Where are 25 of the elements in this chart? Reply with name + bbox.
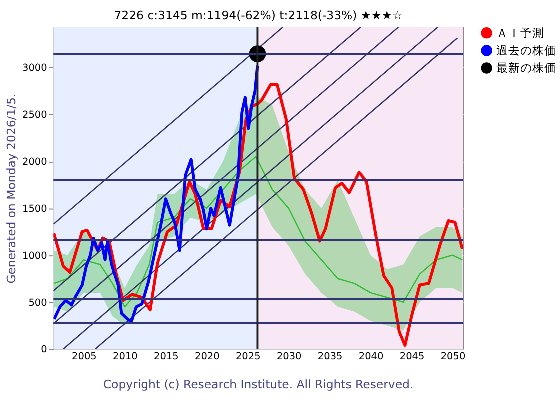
x-tick-label: 2040 <box>358 352 384 363</box>
x-tick-label: 2020 <box>194 352 220 363</box>
x-tick-label: 2005 <box>72 352 97 363</box>
y-tick-label: 2000 <box>22 156 48 168</box>
chart-title: 7226 c:3145 m:1194(-62%) t:2118(-33%) ★★★☆ <box>114 8 403 23</box>
x-tick-label: 2010 <box>113 352 138 363</box>
x-tick-label: 2045 <box>400 352 425 363</box>
y-tick-label: 1000 <box>22 250 48 262</box>
text: Copyright (c) Research Institute. All Rights Reserved. <box>103 377 414 392</box>
legend-label: 過去の株価 <box>496 44 557 58</box>
y-tick-label: 2500 <box>22 110 48 122</box>
x-tick-label: 2050 <box>440 352 466 363</box>
line-series <box>54 156 464 308</box>
x-tick-label: 2030 <box>276 352 302 363</box>
x-tick-label: 2015 <box>154 352 179 363</box>
y-tick-label: 1500 <box>22 204 48 215</box>
x-tick-label: 2025 <box>236 352 261 363</box>
legend-label: 最新の株価 <box>496 61 557 76</box>
y-tick-label: 3000 <box>22 63 48 74</box>
legend-label: ＡＩ予測 <box>496 26 545 40</box>
y-tick-label: 0 <box>41 344 48 356</box>
x-tick-label: 2035 <box>318 352 343 363</box>
y-axis-title: Generated on Monday 2026/1/5. <box>4 94 19 284</box>
y-tick-label: 500 <box>28 298 48 309</box>
line-series <box>54 64 260 324</box>
